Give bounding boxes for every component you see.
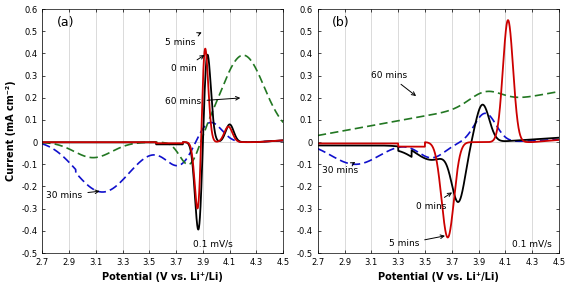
Text: 5 mins: 5 mins: [166, 33, 201, 47]
Text: 60 mins: 60 mins: [166, 96, 239, 107]
Text: (b): (b): [332, 16, 350, 29]
Text: 5 mins: 5 mins: [389, 235, 444, 248]
X-axis label: Potential (V vs. Li⁺/Li): Potential (V vs. Li⁺/Li): [378, 272, 499, 283]
Text: 0.1 mV/s: 0.1 mV/s: [512, 239, 552, 248]
Text: 0 mins: 0 mins: [416, 193, 451, 211]
X-axis label: Potential (V vs. Li⁺/Li): Potential (V vs. Li⁺/Li): [102, 272, 223, 283]
Text: 60 mins: 60 mins: [371, 71, 415, 95]
Text: 0.1 mV/s: 0.1 mV/s: [192, 239, 232, 248]
Y-axis label: Current (mA cm⁻²): Current (mA cm⁻²): [6, 81, 15, 181]
Text: 0 min: 0 min: [171, 56, 204, 73]
Text: 30 mins: 30 mins: [46, 190, 99, 200]
Text: (a): (a): [57, 16, 74, 29]
Text: 30 mins: 30 mins: [322, 163, 358, 175]
